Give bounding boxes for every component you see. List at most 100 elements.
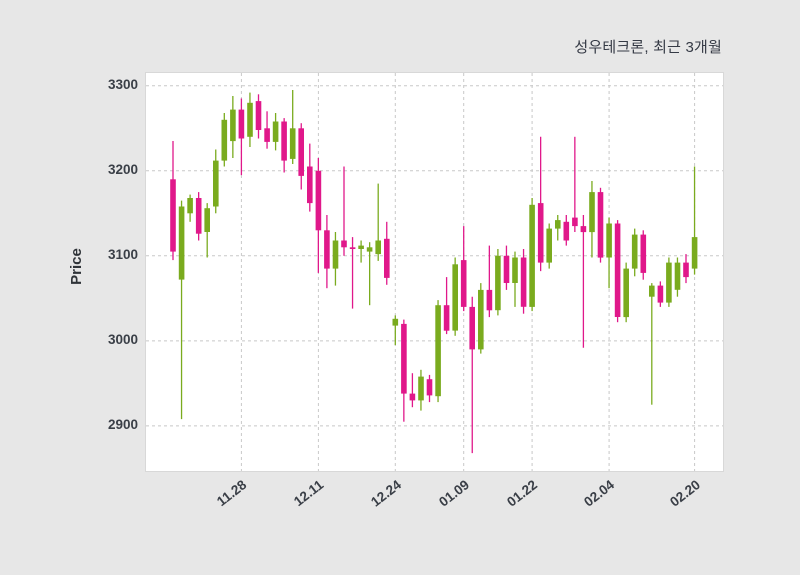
candle-up xyxy=(178,200,185,420)
candle-body xyxy=(384,238,390,278)
y-tick-label: 3200 xyxy=(107,161,138,177)
candle-body xyxy=(426,379,433,396)
candle-body xyxy=(589,192,595,233)
candle-up xyxy=(272,113,279,151)
candle-down xyxy=(657,281,664,307)
candle-up xyxy=(589,181,595,258)
candle-down xyxy=(170,141,176,261)
candle-up xyxy=(289,90,296,164)
candle-body xyxy=(657,285,664,303)
candle-up xyxy=(649,283,655,405)
candle-body xyxy=(640,234,647,273)
candle-body xyxy=(375,240,381,255)
candle-body xyxy=(255,101,262,130)
candle-body xyxy=(332,240,339,269)
candle-body xyxy=(349,247,356,249)
candle-up xyxy=(366,242,373,306)
candle-body xyxy=(537,203,544,263)
candle-up xyxy=(495,249,501,316)
candle-up xyxy=(452,257,458,336)
x-tick-label: 12.24 xyxy=(367,477,404,510)
candle-down xyxy=(307,143,313,212)
candle-down xyxy=(503,245,510,290)
x-tick-label: 01.09 xyxy=(436,477,472,510)
candle-body xyxy=(435,305,441,397)
candle-down xyxy=(426,374,433,403)
candle-down xyxy=(281,118,287,173)
candle-down xyxy=(384,221,390,285)
candle-up xyxy=(358,240,364,263)
candle-body xyxy=(580,226,587,233)
candle-up xyxy=(221,113,228,167)
candle-body xyxy=(691,237,698,269)
candle-body xyxy=(674,262,681,290)
candle-body xyxy=(281,121,287,161)
candle-up xyxy=(204,203,210,258)
candle-body xyxy=(392,318,399,326)
candle-up xyxy=(631,228,638,277)
plot-area xyxy=(146,73,723,471)
candle-down xyxy=(195,192,202,241)
candle-body xyxy=(307,166,313,204)
y-tick-label: 3100 xyxy=(107,246,138,262)
candle-down xyxy=(341,166,347,256)
candle-up xyxy=(623,262,629,323)
candle-up xyxy=(512,251,518,307)
candle-down xyxy=(614,220,621,323)
candle-body xyxy=(341,240,347,248)
candle-body xyxy=(409,393,416,401)
candle-up xyxy=(606,217,612,289)
candle-up xyxy=(392,315,399,346)
candle-body xyxy=(469,306,475,350)
x-tick-label: 11.28 xyxy=(214,477,250,510)
y-tick-label: 3300 xyxy=(107,76,138,92)
candle-up xyxy=(213,149,219,214)
candle-body xyxy=(520,257,527,307)
candle-body xyxy=(649,285,655,297)
candle-body xyxy=(264,128,270,142)
x-tick-label: 01.22 xyxy=(504,477,541,510)
candle-body xyxy=(187,198,193,214)
candle-up xyxy=(418,369,424,411)
candle-down xyxy=(349,237,356,309)
candle-body xyxy=(358,245,364,249)
candle-body xyxy=(418,376,424,401)
candle-body xyxy=(170,179,176,252)
candle-down xyxy=(537,136,544,272)
candle-up xyxy=(691,166,698,275)
candle-down xyxy=(683,254,689,284)
candle-body xyxy=(238,109,245,139)
plot-area-background xyxy=(145,72,724,472)
candle-body xyxy=(563,221,570,241)
candle-body xyxy=(546,228,552,263)
candle-down xyxy=(572,136,578,232)
candle-down xyxy=(409,373,416,408)
candle-up xyxy=(529,198,535,312)
candle-body xyxy=(452,264,458,331)
candle-body xyxy=(529,204,535,307)
candle-up xyxy=(187,194,193,222)
candle-up xyxy=(555,215,561,241)
candle-up xyxy=(375,183,381,261)
candle-down xyxy=(443,277,450,335)
candle-body xyxy=(572,217,578,227)
candle-down xyxy=(264,111,270,149)
candle-body xyxy=(315,170,322,231)
candle-down xyxy=(315,158,322,273)
candle-body xyxy=(289,128,296,159)
y-tick-label: 2900 xyxy=(107,416,138,432)
candle-body xyxy=(204,208,210,232)
candle-body xyxy=(623,268,629,318)
candle-body xyxy=(460,260,467,307)
chart-title: 성우테크론, 최근 3개월 xyxy=(574,39,722,56)
candle-body xyxy=(324,230,330,269)
candle-up xyxy=(230,96,236,158)
candle-body xyxy=(247,102,253,137)
candle-down xyxy=(255,94,262,139)
candle-down xyxy=(298,123,304,190)
candle-up xyxy=(674,257,681,297)
candle-body xyxy=(443,305,450,331)
candle-down xyxy=(324,215,330,289)
candle-down xyxy=(401,319,407,422)
candle-body xyxy=(298,128,304,176)
